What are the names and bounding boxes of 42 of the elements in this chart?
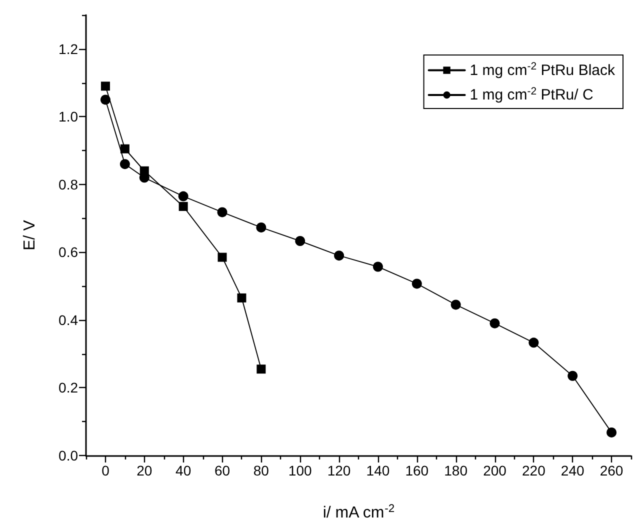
point xyxy=(256,364,266,374)
point xyxy=(100,94,110,105)
x-tick-label: 60 xyxy=(214,462,230,478)
x-tick-label: 200 xyxy=(483,462,507,478)
point xyxy=(606,427,617,438)
point xyxy=(450,300,461,310)
point xyxy=(100,82,110,91)
point xyxy=(218,252,227,262)
y-tick-label: 1.2 xyxy=(58,40,78,57)
point xyxy=(528,338,539,348)
x-tick-label: 100 xyxy=(288,462,312,478)
point xyxy=(120,144,130,154)
x-tick-label: 80 xyxy=(253,462,270,478)
point xyxy=(372,262,383,272)
y-tick-label: 0.8 xyxy=(58,176,78,192)
point xyxy=(178,202,188,211)
point xyxy=(256,222,266,232)
x-tick-label: 20 xyxy=(136,462,152,478)
y-tick-label: 0.6 xyxy=(58,244,78,260)
point xyxy=(120,159,130,170)
x-tick-label: 260 xyxy=(600,462,624,478)
point xyxy=(412,278,422,289)
point xyxy=(237,293,246,302)
x-tick-label: 220 xyxy=(522,462,546,478)
y-tick-label: 0.0 xyxy=(58,448,78,464)
y-tick-label: 1.0 xyxy=(58,108,78,125)
point xyxy=(295,236,306,246)
point xyxy=(217,207,228,218)
y-tick-label: 0.2 xyxy=(58,380,78,396)
point xyxy=(334,250,344,261)
x-tick-label: 160 xyxy=(405,462,429,478)
x-tick-label: 120 xyxy=(327,462,351,478)
point xyxy=(490,318,500,328)
y-tick-label: 0.4 xyxy=(58,312,78,328)
x-tick-label: 240 xyxy=(560,462,584,478)
point xyxy=(178,191,188,202)
y-axis-title: E/ V xyxy=(22,220,38,250)
x-tick-label: 140 xyxy=(366,462,390,478)
x-tick-label: 0 xyxy=(102,462,110,478)
x-tick-label: 180 xyxy=(444,462,468,478)
x-tick-label: 40 xyxy=(176,462,192,478)
point xyxy=(568,370,578,381)
